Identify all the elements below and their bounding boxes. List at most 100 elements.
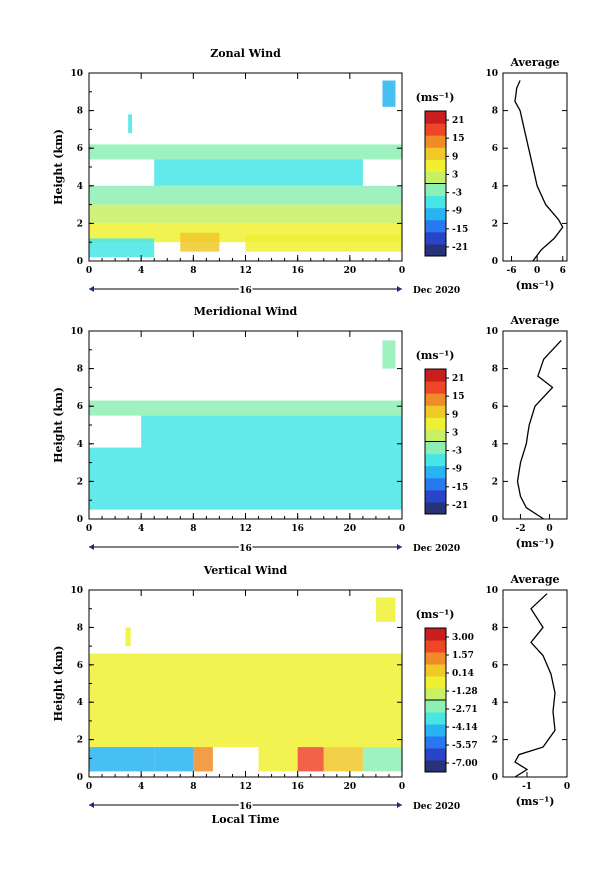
colorbar-tick-label: -5.57 (452, 741, 478, 751)
y-tick-label: 8 (77, 365, 83, 375)
colorbar-tick-label: -9 (452, 207, 462, 217)
y-tick-label: 8 (77, 107, 83, 117)
colorbar-segment (425, 183, 446, 197)
average-frame (502, 330, 568, 520)
heatmap-cell (89, 447, 402, 472)
colorbar-segment (425, 195, 446, 209)
y-tick-label: 2 (77, 736, 83, 746)
x-tick-label: 4 (138, 782, 144, 792)
colorbar-tick-label: -21 (452, 501, 468, 511)
heatmap-cell (375, 597, 396, 622)
date-bar-left-arrow (89, 286, 94, 292)
heatmap-cell (245, 234, 402, 252)
date-month-label: Dec 2020 (413, 286, 460, 296)
colorbar-tick-label: 15 (452, 134, 465, 144)
x-tick-label: 20 (344, 782, 357, 792)
colorbar-tick-label: -3 (452, 447, 462, 457)
heatmap-cell (89, 144, 402, 160)
colorbar-segment (425, 628, 446, 641)
heatmap-cell (297, 747, 324, 772)
heatmap-cell (89, 679, 402, 712)
colorbar-tick-label: -3 (452, 189, 462, 199)
colorbar-tick-label: -4.14 (452, 723, 478, 733)
colorbar-tick-label: 21 (452, 374, 465, 384)
colorbar-segment (425, 748, 446, 761)
heatmap-cell (382, 80, 396, 107)
average-profile-line (514, 80, 564, 262)
colorbar-tick-label: -7.00 (452, 759, 478, 769)
colorbar-segment (425, 676, 446, 689)
heatmap-cell (89, 711, 402, 736)
colorbar-segment (425, 429, 446, 442)
average-unit: (ms⁻¹) (516, 795, 555, 808)
average-title: Average (509, 314, 559, 327)
colorbar-segment (425, 453, 446, 467)
y-tick-label: 4 (77, 698, 83, 708)
average-y-tick-label: 10 (485, 69, 498, 79)
heatmap-cell (89, 185, 402, 205)
average-x-tick-label: 0 (546, 524, 552, 534)
heatmap-cell (258, 747, 298, 772)
date-day-label: 16 (239, 802, 252, 812)
colorbar-segment (425, 760, 446, 773)
y-axis-label: Height (km) (52, 387, 65, 463)
average-profile-line (516, 339, 562, 520)
colorbar-tick-label: -1.28 (452, 687, 478, 697)
date-month-label: Dec 2020 (413, 802, 460, 812)
colorbar-segment (425, 417, 446, 430)
average-y-tick-label: 2 (492, 219, 498, 229)
x-tick-label: 0 (86, 266, 92, 276)
colorbar-segment (425, 700, 446, 713)
colorbar-unit: (ms⁻¹) (416, 349, 455, 362)
average-y-tick-label: 4 (492, 698, 498, 708)
average-y-tick-label: 2 (492, 477, 498, 487)
colorbar-segment (425, 207, 446, 221)
average-title: Average (509, 573, 559, 586)
colorbar-segment (425, 111, 446, 124)
x-tick-label: 0 (399, 782, 405, 792)
y-tick-label: 4 (77, 440, 83, 450)
average-frame (502, 589, 568, 778)
x-tick-label: 0 (399, 524, 405, 534)
y-tick-label: 10 (70, 327, 83, 337)
colorbar-segment (425, 381, 446, 394)
average-profile-line (514, 593, 556, 778)
x-tick-label: 16 (291, 266, 304, 276)
colorbar-tick-label: -9 (452, 465, 462, 475)
y-tick-label: 2 (77, 219, 83, 229)
x-tick-label: 0 (86, 782, 92, 792)
colorbar-segment (425, 688, 446, 701)
colorbar-segment (425, 465, 446, 479)
heatmap-cell (141, 415, 402, 448)
colorbar-segment (425, 171, 446, 184)
colorbar-tick-label: 15 (452, 392, 465, 402)
average-y-tick-label: 8 (492, 107, 498, 117)
colorbar-tick-label: 1.57 (452, 651, 474, 661)
average-y-tick-label: 4 (492, 440, 498, 450)
x-tick-label: 4 (138, 266, 144, 276)
heatmap-cell (362, 747, 402, 772)
y-tick-label: 0 (77, 773, 83, 783)
x-tick-label: 20 (344, 266, 357, 276)
y-axis-label: Height (km) (52, 646, 65, 722)
date-bar-left-arrow (89, 802, 94, 808)
average-y-tick-label: 6 (492, 144, 498, 154)
colorbar-segment (425, 477, 446, 491)
x-tick-label: 8 (190, 266, 196, 276)
average-x-tick-label: -6 (507, 266, 517, 276)
average-x-tick-label: -1 (522, 782, 532, 792)
average-y-tick-label: 0 (492, 773, 498, 783)
colorbar-tick-label: 3 (452, 170, 458, 180)
colorbar-segment (425, 489, 446, 503)
average-y-tick-label: 10 (485, 327, 498, 337)
y-tick-label: 6 (77, 402, 83, 412)
heatmap-cell (323, 747, 363, 772)
x-tick-label: 16 (291, 782, 304, 792)
heatmap-cell (89, 653, 402, 680)
average-y-tick-label: 6 (492, 661, 498, 671)
heatmap-cell (89, 204, 402, 224)
average-y-tick-label: 0 (492, 257, 498, 267)
